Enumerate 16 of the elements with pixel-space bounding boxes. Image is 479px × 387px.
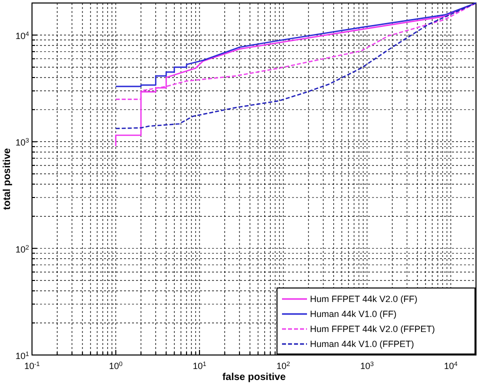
legend-label: Human 44k V1.0 (FF) (310, 309, 397, 319)
y-tick-label: 10$^{2}$ (15, 244, 30, 254)
x-axis-title: false positive (222, 372, 286, 383)
x-tick-label: 10$^{-1}$ (24, 360, 40, 371)
legend-label: Hum FFPET 44k V2.0 (FFPET) (310, 324, 435, 334)
x-tick-label: 10$^{0}$ (108, 360, 124, 371)
x-tick-label: 10$^{3}$ (360, 360, 374, 371)
y-tick-label: 10$^{1}$ (15, 350, 30, 361)
legend-label: Hum FFPET 44k V2.0 (FF) (310, 294, 418, 304)
y-tick-label: 10$^{3}$ (15, 137, 30, 148)
x-tick-label: 10$^{4}$ (444, 360, 458, 371)
y-axis-title: total positive (2, 148, 13, 210)
legend-label: Human 44k V1.0 (FFPET) (310, 339, 414, 349)
x-tick-label: 10$^{2}$ (276, 360, 291, 371)
y-tick-label: 10$^{4}$ (15, 30, 30, 42)
x-tick-label: 10$^{1}$ (192, 360, 207, 371)
